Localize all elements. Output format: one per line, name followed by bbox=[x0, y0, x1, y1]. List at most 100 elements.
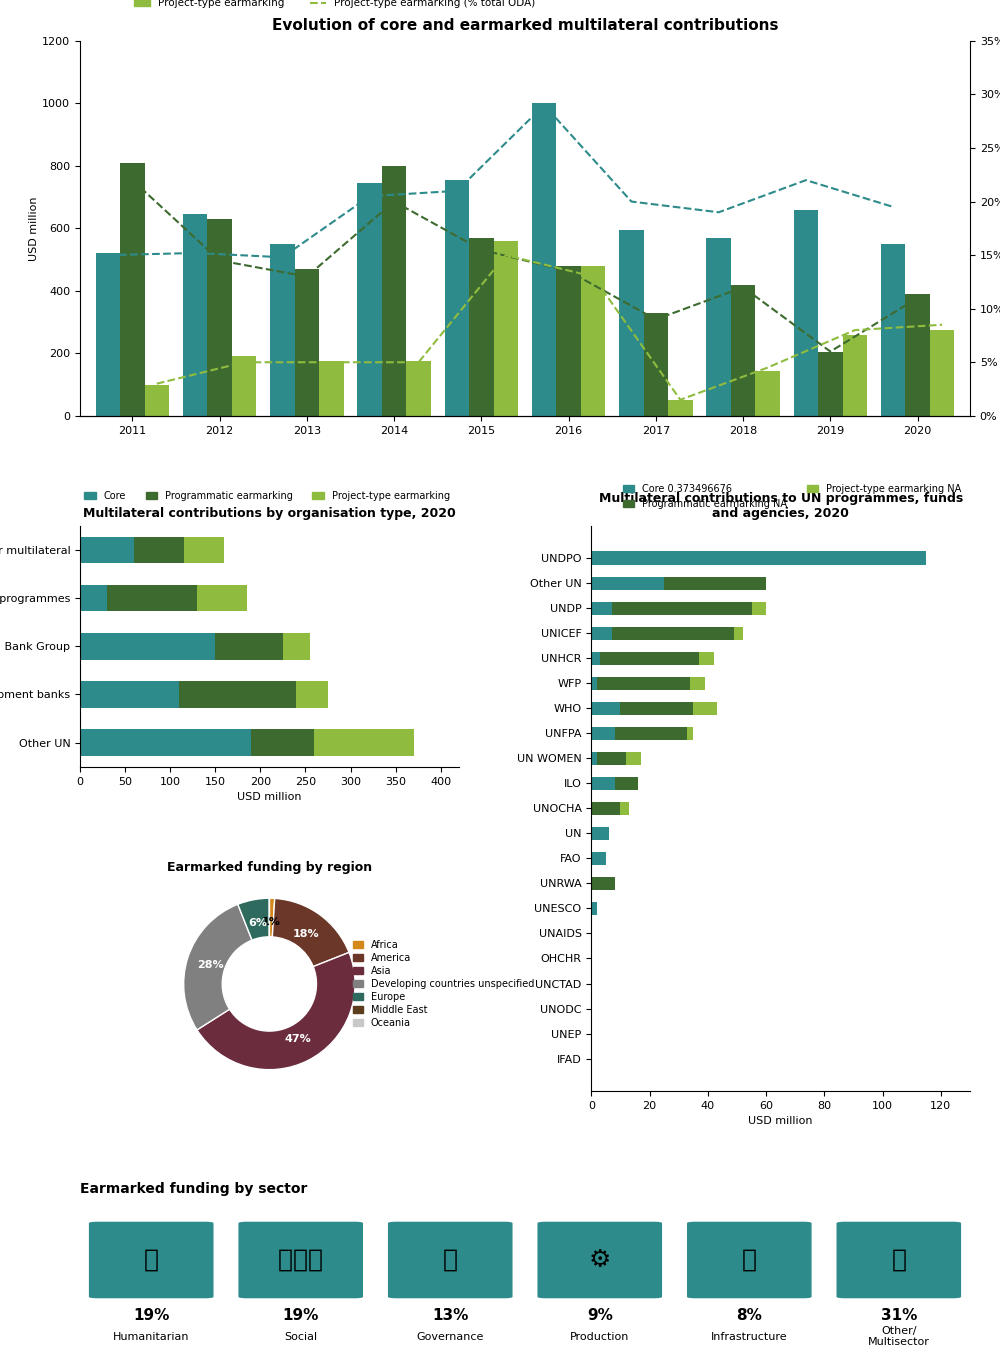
Bar bbox=[591, 701, 620, 715]
Bar bbox=[296, 681, 328, 708]
Text: Social: Social bbox=[284, 1332, 317, 1342]
Text: 🏛: 🏛 bbox=[443, 1248, 458, 1272]
Bar bbox=[668, 400, 693, 415]
Bar bbox=[905, 294, 930, 415]
Wedge shape bbox=[184, 904, 252, 1030]
Bar bbox=[145, 384, 169, 415]
Bar bbox=[591, 552, 926, 565]
FancyBboxPatch shape bbox=[537, 1222, 662, 1298]
Bar bbox=[382, 166, 406, 415]
Text: 🤝: 🤝 bbox=[144, 1248, 159, 1272]
Text: 🏙: 🏙 bbox=[742, 1248, 757, 1272]
Wedge shape bbox=[197, 952, 355, 1069]
Title: Multilateral contributions to UN programmes, funds
and agencies, 2020: Multilateral contributions to UN program… bbox=[599, 493, 963, 520]
Bar bbox=[314, 730, 414, 756]
Bar bbox=[80, 584, 107, 612]
Bar bbox=[80, 730, 251, 756]
Bar bbox=[600, 651, 699, 665]
Text: 6%: 6% bbox=[248, 918, 267, 929]
Text: Other/
Multisector: Other/ Multisector bbox=[868, 1325, 930, 1347]
Bar bbox=[207, 219, 232, 415]
Title: Earmarked funding by region: Earmarked funding by region bbox=[167, 861, 372, 874]
FancyBboxPatch shape bbox=[836, 1222, 961, 1298]
Bar bbox=[270, 244, 295, 415]
Bar bbox=[251, 730, 314, 756]
Text: Governance: Governance bbox=[417, 1332, 484, 1342]
Bar bbox=[591, 602, 612, 616]
Bar bbox=[612, 627, 734, 640]
Bar bbox=[626, 752, 641, 765]
Bar bbox=[295, 268, 319, 415]
Bar bbox=[80, 537, 134, 564]
Bar bbox=[620, 701, 693, 715]
Bar bbox=[818, 351, 843, 415]
Text: 13%: 13% bbox=[432, 1309, 468, 1324]
Bar bbox=[591, 851, 606, 865]
Bar bbox=[591, 776, 615, 790]
Bar bbox=[556, 266, 581, 415]
Bar bbox=[644, 313, 668, 415]
Bar bbox=[615, 726, 687, 741]
Bar bbox=[80, 681, 179, 708]
Bar bbox=[120, 162, 145, 415]
Text: 19%: 19% bbox=[283, 1309, 319, 1324]
Bar bbox=[134, 537, 184, 564]
Bar bbox=[591, 827, 609, 840]
Bar bbox=[612, 602, 752, 616]
Title: Evolution of core and earmarked multilateral contributions: Evolution of core and earmarked multilat… bbox=[272, 18, 778, 33]
FancyBboxPatch shape bbox=[89, 1222, 213, 1298]
Bar bbox=[183, 214, 207, 415]
Bar bbox=[619, 230, 644, 415]
Bar bbox=[494, 241, 518, 415]
Bar bbox=[881, 244, 905, 415]
X-axis label: USD million: USD million bbox=[237, 793, 302, 802]
Bar bbox=[690, 677, 705, 691]
Legend: Africa, America, Asia, Developing countries unspecified, Europe, Middle East, Oc: Africa, America, Asia, Developing countr… bbox=[349, 936, 538, 1031]
Y-axis label: USD million: USD million bbox=[29, 196, 39, 260]
Bar bbox=[469, 238, 494, 415]
Bar bbox=[591, 651, 600, 665]
Bar bbox=[215, 633, 283, 659]
Bar bbox=[96, 253, 120, 415]
Bar bbox=[597, 677, 690, 691]
Legend: Core 0.373496676, Programmatic earmarking NA, Project-type earmarking NA: Core 0.373496676, Programmatic earmarkin… bbox=[619, 479, 965, 512]
Bar bbox=[581, 266, 605, 415]
Bar bbox=[184, 537, 224, 564]
Text: Earmarked funding by sector: Earmarked funding by sector bbox=[80, 1182, 307, 1196]
Text: 31%: 31% bbox=[881, 1309, 917, 1324]
Bar bbox=[232, 357, 256, 415]
Bar bbox=[591, 726, 615, 741]
Bar bbox=[615, 776, 638, 790]
Bar bbox=[699, 651, 714, 665]
X-axis label: USD million: USD million bbox=[748, 1117, 813, 1126]
Bar bbox=[591, 752, 597, 765]
Bar bbox=[179, 681, 296, 708]
Bar bbox=[620, 802, 629, 816]
Bar bbox=[591, 877, 615, 891]
Wedge shape bbox=[238, 899, 269, 940]
Text: 28%: 28% bbox=[197, 960, 224, 970]
FancyBboxPatch shape bbox=[238, 1222, 363, 1298]
Text: Production: Production bbox=[570, 1332, 629, 1342]
Bar bbox=[319, 361, 344, 415]
Bar bbox=[664, 576, 766, 590]
Bar bbox=[591, 576, 664, 590]
Bar bbox=[794, 210, 818, 415]
Bar bbox=[755, 370, 780, 415]
Text: 👨‍👩‍👧: 👨‍👩‍👧 bbox=[278, 1248, 323, 1272]
Bar bbox=[357, 183, 382, 415]
Bar bbox=[107, 584, 197, 612]
Text: Humanitarian: Humanitarian bbox=[113, 1332, 189, 1342]
Bar bbox=[752, 602, 766, 616]
Text: 1%: 1% bbox=[262, 917, 281, 928]
Legend: Core, Programmatic earmarking, Project-type earmarking: Core, Programmatic earmarking, Project-t… bbox=[80, 488, 454, 505]
Text: 18%: 18% bbox=[292, 929, 319, 938]
Bar bbox=[693, 701, 717, 715]
Bar bbox=[406, 361, 431, 415]
Legend: Core, Programmatic earmarking, Project-type earmarking, Core (% total ODA), Prog: Core, Programmatic earmarking, Project-t… bbox=[130, 0, 550, 12]
Bar bbox=[843, 335, 867, 415]
Bar bbox=[731, 285, 755, 415]
Text: 9%: 9% bbox=[587, 1309, 613, 1324]
Bar bbox=[283, 633, 310, 659]
Bar bbox=[197, 584, 247, 612]
